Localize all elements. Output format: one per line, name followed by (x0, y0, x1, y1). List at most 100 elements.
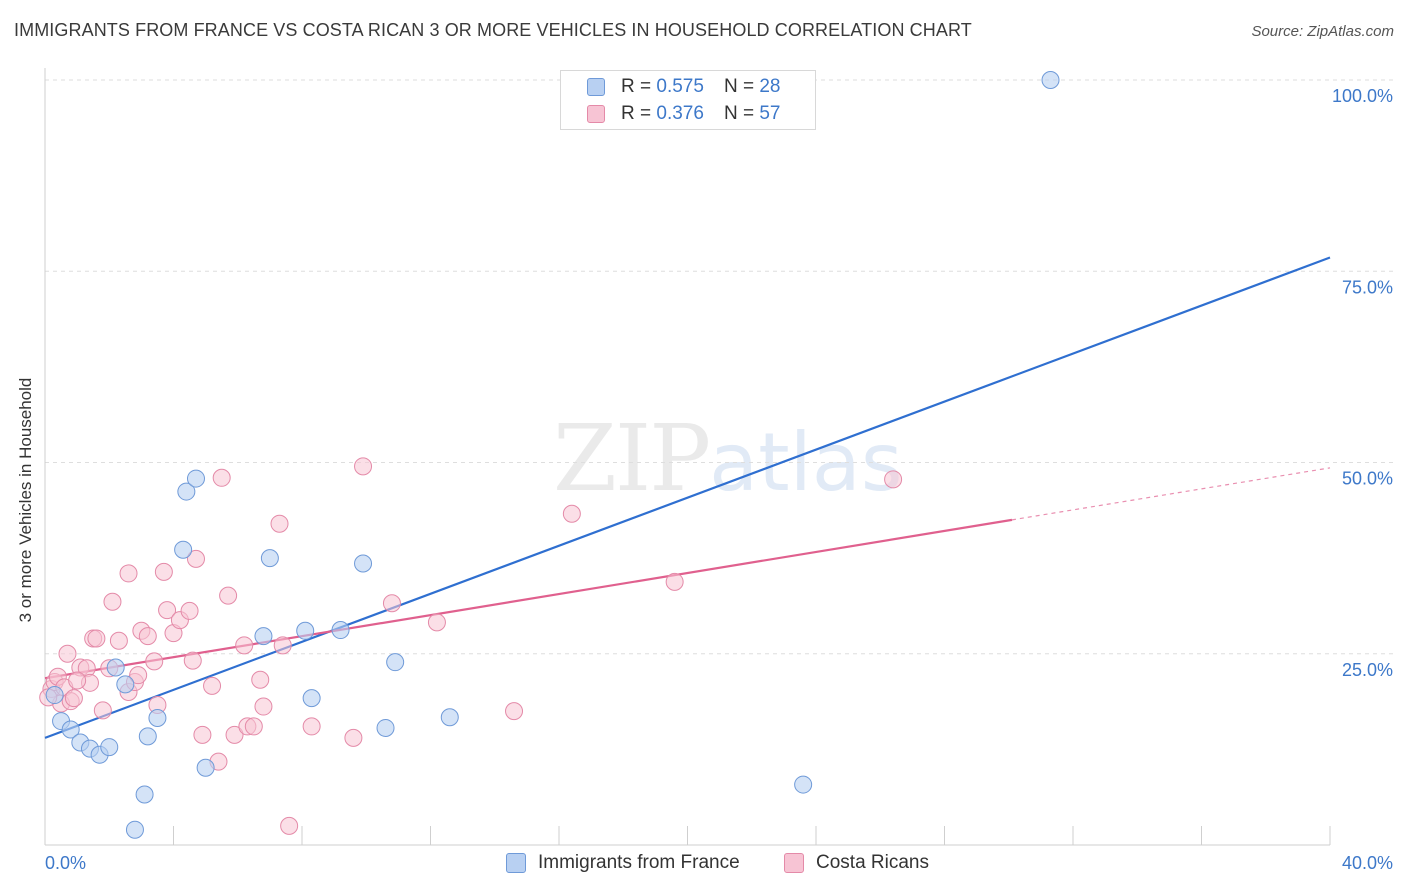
legend-n-value: 28 (759, 76, 781, 97)
trend-lines (44, 256, 1331, 739)
legend-n-label: N = (723, 76, 755, 97)
france-point (354, 554, 373, 573)
costa-rican-point (505, 702, 524, 721)
y-tick-label: 50.0% (1342, 469, 1393, 489)
costa-rican-point (254, 697, 273, 716)
costa-rican-point (235, 636, 254, 655)
series-legend: Immigrants from France Costa Ricans (0, 852, 1406, 876)
costa-rican-trend-line (44, 518, 1013, 680)
legend-n-label: N = (723, 103, 755, 124)
costa-rican-point (68, 671, 87, 690)
costa-rican-point (129, 666, 148, 685)
y-tick-label: 25.0% (1342, 660, 1393, 680)
france-point (376, 718, 395, 737)
costa-rican-point (270, 514, 289, 533)
costa-rican-point (145, 652, 164, 671)
france-point (116, 675, 135, 694)
france-point (260, 549, 279, 568)
watermark-zip: ZIP (553, 405, 711, 512)
costa-rican-point (665, 572, 684, 591)
france-point (135, 785, 154, 804)
france-point (177, 482, 196, 501)
france-point (45, 686, 64, 705)
france-point (302, 689, 321, 708)
legend-r-value: 0.376 (656, 103, 704, 124)
costa-rican-point (183, 651, 202, 670)
costa-rican-point (382, 594, 401, 613)
france-point (174, 540, 193, 559)
legend-swatch-costa (784, 853, 804, 873)
costa-rican-point (93, 701, 112, 720)
legend-n-value: 57 (759, 103, 781, 124)
axes (44, 68, 1331, 846)
france-point (440, 708, 459, 727)
france-point (100, 738, 119, 757)
legend-swatch-costa (587, 105, 605, 123)
costa-rican-point (109, 631, 128, 650)
costa-rican-point (64, 689, 83, 708)
france-point (106, 658, 125, 677)
costa-rican-point (186, 549, 205, 568)
france-point (254, 627, 273, 646)
costa-rican-point (273, 636, 292, 655)
france-trend-line (44, 256, 1331, 739)
france-point (1041, 71, 1060, 89)
france-point (138, 727, 157, 746)
costa-rican-point (244, 717, 263, 736)
costa-rican-point (138, 627, 157, 646)
costa-rican-point (562, 504, 581, 523)
legend-item-costa: Costa Ricans (784, 852, 929, 874)
costa-rican-point (103, 592, 122, 611)
france-points (45, 71, 1060, 839)
costa-rican-point (302, 717, 321, 736)
legend-item-france: Immigrants from France (506, 852, 740, 874)
legend-swatch-france (587, 78, 605, 96)
costa-rican-point (280, 816, 299, 835)
costa-rican-point (212, 468, 231, 487)
correlation-legend: R = 0.575 N = 28 R = 0.376 N = 57 (560, 70, 816, 130)
source-label: Source: ZipAtlas.com (1251, 23, 1394, 40)
costa-rican-point (219, 586, 238, 605)
costa-rican-point (119, 564, 138, 583)
y-tick-label: 100.0% (1332, 86, 1393, 106)
costa-rican-point (180, 601, 199, 620)
y-tick-label: 75.0% (1342, 277, 1393, 297)
legend-label-france: Immigrants from France (538, 852, 740, 873)
x-tick-label: 40.0% (1342, 853, 1393, 873)
costa-rican-point (154, 562, 173, 581)
costa-rican-point (193, 725, 212, 744)
france-point (331, 621, 350, 640)
costa-rican-point (251, 670, 270, 689)
costa-rican-point (427, 613, 446, 632)
costa-rican-point (158, 601, 177, 620)
france-point (386, 653, 405, 672)
costa-rican-point (58, 644, 77, 663)
legend-r-value: 0.575 (656, 76, 704, 97)
legend-r-label: R = (621, 103, 652, 124)
costa-rican-point (344, 728, 363, 747)
france-point (296, 621, 315, 640)
legend-row-costa: R = 0.376 N = 57 (587, 103, 780, 125)
x-tick-label: 0.0% (45, 853, 86, 873)
y-axis-label-wrap: 3 or more Vehicles in Household (6, 200, 46, 800)
legend-label-costa: Costa Ricans (816, 852, 929, 873)
france-point (186, 469, 205, 488)
legend-row-france: R = 0.575 N = 28 (587, 76, 780, 98)
france-point (61, 720, 80, 739)
france-point (148, 709, 167, 728)
y-axis-label: 3 or more Vehicles in Household (16, 377, 35, 623)
france-point (794, 775, 813, 794)
france-point (196, 758, 215, 777)
legend-swatch-france (506, 853, 526, 873)
chart-title: IMMIGRANTS FROM FRANCE VS COSTA RICAN 3 … (14, 20, 972, 40)
costa-rican-point (354, 457, 373, 476)
costa-rican-point (203, 676, 222, 695)
costa-rican-points (39, 457, 903, 835)
legend-r-label: R = (621, 76, 652, 97)
costa-rican-point (87, 629, 106, 648)
costa-rican-trend-extension (1011, 467, 1331, 521)
costa-rican-point (225, 725, 244, 744)
france-point (125, 820, 144, 839)
tick-labels: 25.0% 50.0% 75.0% 100.0% 0.0% 40.0% (45, 86, 1393, 873)
